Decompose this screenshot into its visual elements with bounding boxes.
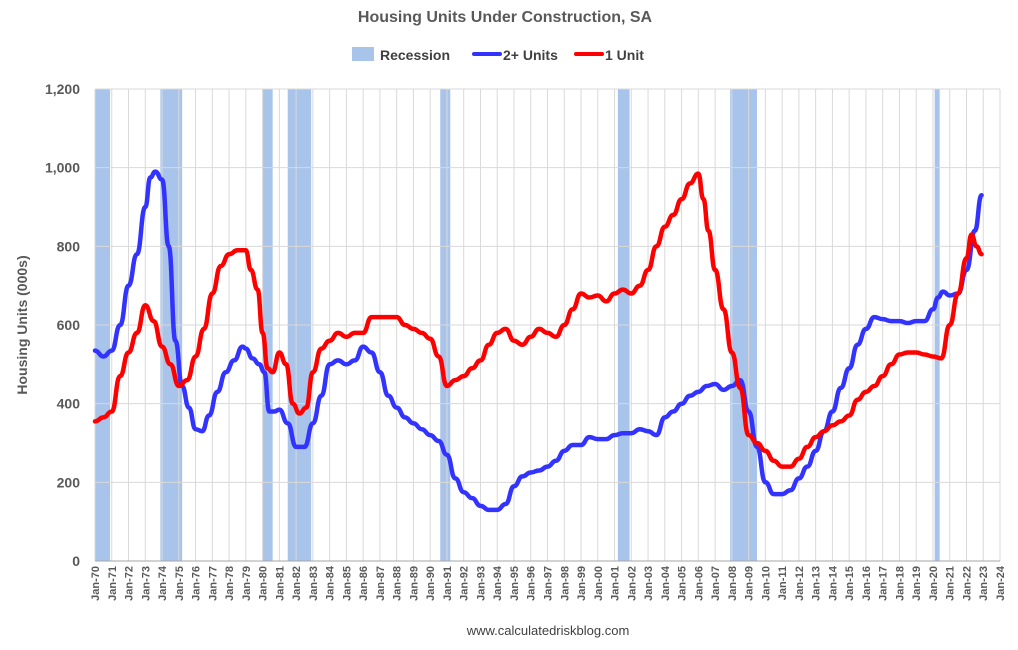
y-tick-label: 400 [57,396,81,412]
y-tick-label: 1,200 [45,81,80,97]
x-tick-label: Jan-14 [827,565,839,601]
x-tick-label: Jan-11 [777,566,789,600]
x-tick-label: Jan-15 [844,566,856,601]
x-tick-label: Jan-91 [442,566,454,601]
x-tick-label: Jan-13 [811,566,823,601]
y-tick-label: 800 [57,238,81,254]
x-tick-label: Jan-88 [392,566,404,601]
x-tick-label: Jan-05 [677,566,689,601]
x-tick-label: Jan-72 [124,566,136,601]
x-tick-label: Jan-06 [693,566,705,601]
y-tick-label: 0 [72,553,80,569]
x-tick-label: Jan-84 [325,565,337,601]
legend-recession-swatch [352,47,374,61]
x-tick-label: Jan-16 [861,566,873,601]
x-tick-label: Jan-82 [291,566,303,601]
x-tick-label: Jan-90 [425,566,437,601]
x-tick-label: Jan-80 [258,566,270,601]
x-tick-label: Jan-70 [90,566,102,601]
legend-multi-label: 2+ Units [503,47,558,63]
y-axis-label: Housing Units (000s) [14,255,30,394]
x-tick-label: Jan-83 [308,566,320,601]
y-tick-label: 1,000 [45,160,80,176]
x-tick-label: Jan-99 [576,566,588,601]
x-tick-label: Jan-21 [945,566,957,601]
x-tick-label: Jan-09 [744,566,756,601]
x-tick-label: Jan-87 [375,566,387,601]
x-tick-label: Jan-19 [911,566,923,601]
x-tick-label: Jan-81 [274,566,286,601]
x-tick-label: Jan-97 [543,566,555,601]
legend: Recession 2+ Units 1 Unit [352,47,644,63]
x-tick-label: Jan-03 [643,566,655,601]
x-tick-label: Jan-07 [710,566,722,601]
x-tick-label: Jan-94 [492,565,504,601]
x-tick-label: Jan-73 [140,566,152,601]
x-tick-label: Jan-92 [459,566,471,601]
x-tick-label: Jan-85 [341,566,353,601]
x-tick-label: Jan-78 [224,566,236,601]
x-tick-label: Jan-89 [408,566,420,601]
legend-single-label: 1 Unit [605,47,644,63]
x-tick-label: Jan-96 [526,566,538,601]
x-tick-label: Jan-18 [894,566,906,601]
x-tick-label: Jan-24 [995,565,1007,601]
series-line-single-unit [92,171,984,469]
x-tick-label: Jan-22 [961,566,973,601]
x-tick-label: Jan-10 [760,566,772,601]
x-tick-label: Jan-79 [241,566,253,601]
x-tick-label: Jan-76 [191,566,203,601]
chart-title: Housing Units Under Construction, SA [358,9,653,26]
x-tick-label: Jan-71 [107,566,119,601]
series-lines [92,169,984,513]
gridlines [94,88,1001,562]
x-tick-label: Jan-98 [559,566,571,601]
x-tick-label: Jan-04 [660,565,672,601]
x-tick-label: Jan-01 [610,566,622,601]
x-tick-label: Jan-17 [878,566,890,601]
x-tick-label: Jan-23 [978,566,990,601]
x-tick-label: Jan-95 [509,566,521,601]
y-axis-ticks: 0 200 400 600 800 1,000 1,200 [45,81,80,569]
x-tick-label: Jan-08 [727,566,739,601]
series-line-multi-unit [92,169,984,513]
x-tick-label: Jan-93 [475,566,487,601]
y-tick-label: 600 [57,317,81,333]
x-tick-label: Jan-74 [157,565,169,601]
x-axis-ticks: Jan-70 Jan-71 Jan-72 Jan-73 Jan-74 Jan-75 Jan-… [90,565,1007,601]
source-credit: www.calculatedriskblog.com [466,623,630,638]
x-tick-label: Jan-02 [626,566,638,601]
x-tick-label: Jan-77 [207,566,219,601]
x-tick-label: Jan-86 [358,566,370,601]
x-tick-label: Jan-20 [928,566,940,601]
legend-recession-label: Recession [380,47,450,63]
y-tick-label: 200 [57,474,81,490]
x-tick-label: Jan-12 [794,566,806,601]
x-tick-label: Jan-00 [593,566,605,601]
x-tick-label: Jan-75 [174,566,186,601]
